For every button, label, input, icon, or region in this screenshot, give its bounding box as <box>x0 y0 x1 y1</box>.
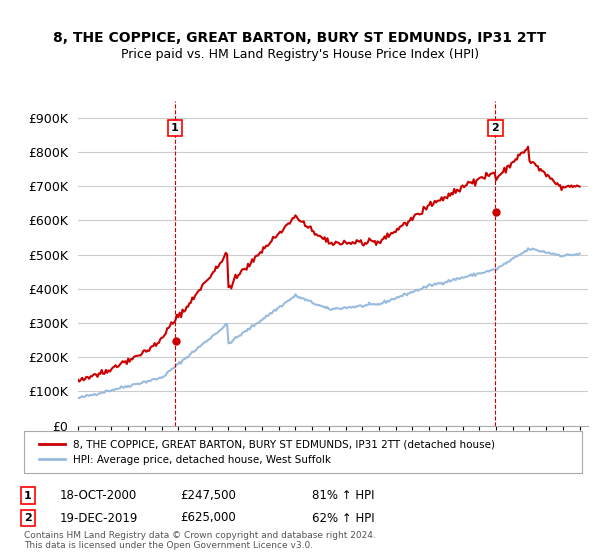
Text: 18-OCT-2000: 18-OCT-2000 <box>60 489 137 502</box>
Text: £625,000: £625,000 <box>180 511 236 525</box>
Text: 19-DEC-2019: 19-DEC-2019 <box>60 511 139 525</box>
Text: Price paid vs. HM Land Registry's House Price Index (HPI): Price paid vs. HM Land Registry's House … <box>121 48 479 60</box>
Text: 1: 1 <box>24 491 32 501</box>
Text: 2: 2 <box>491 123 499 133</box>
Text: 8, THE COPPICE, GREAT BARTON, BURY ST EDMUNDS, IP31 2TT: 8, THE COPPICE, GREAT BARTON, BURY ST ED… <box>53 31 547 45</box>
Text: Contains HM Land Registry data © Crown copyright and database right 2024.
This d: Contains HM Land Registry data © Crown c… <box>24 530 376 550</box>
Text: 1: 1 <box>171 123 179 133</box>
Legend: 8, THE COPPICE, GREAT BARTON, BURY ST EDMUNDS, IP31 2TT (detached house), HPI: A: 8, THE COPPICE, GREAT BARTON, BURY ST ED… <box>35 436 499 469</box>
Text: 81% ↑ HPI: 81% ↑ HPI <box>312 489 374 502</box>
Text: 62% ↑ HPI: 62% ↑ HPI <box>312 511 374 525</box>
Text: £247,500: £247,500 <box>180 489 236 502</box>
Text: 2: 2 <box>24 513 32 523</box>
